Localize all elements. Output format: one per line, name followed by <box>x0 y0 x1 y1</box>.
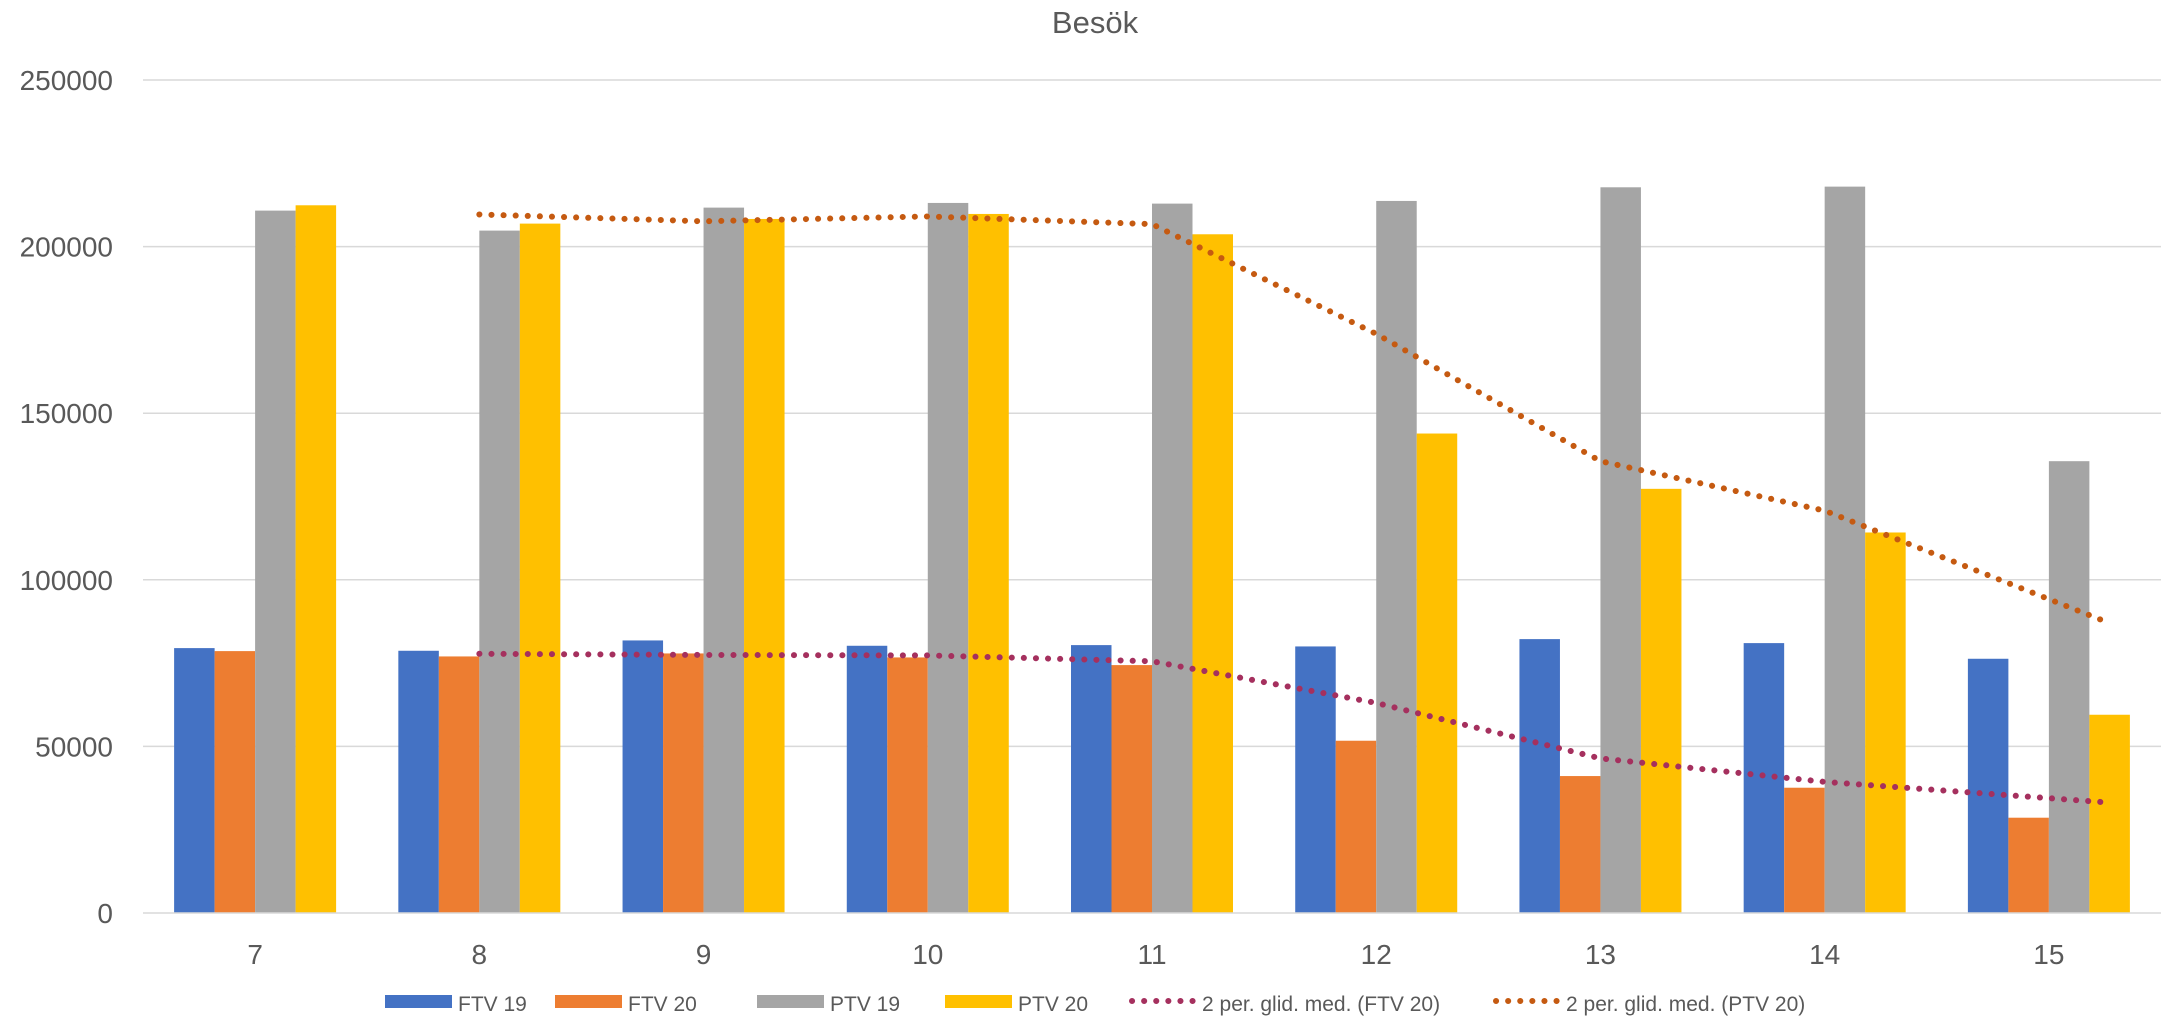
bar <box>255 210 296 914</box>
bar <box>2089 714 2130 913</box>
bar <box>1640 488 1682 913</box>
bar <box>214 651 256 913</box>
axes: 0 50000 100000 150000 200000 250000 7 8 9 10 11 12 1… <box>20 65 2161 970</box>
legend-item: 2 per. glid. med. (PTV 20) <box>1493 993 1805 1016</box>
bar <box>1111 665 1152 913</box>
legend-label: PTV 20 <box>1018 993 1088 1016</box>
bar <box>438 656 480 913</box>
trendline-1 <box>476 650 2114 806</box>
series-ptv-20 <box>295 205 2130 914</box>
bar <box>1416 433 1458 913</box>
legend-item: FTV 19 <box>385 993 527 1016</box>
series-ftv-19 <box>174 639 2009 913</box>
x-tick-label: 10 <box>912 939 943 970</box>
bar <box>968 213 1009 913</box>
x-tick-label: 9 <box>696 939 712 970</box>
bar <box>1600 187 1641 913</box>
bar <box>295 205 337 913</box>
bar <box>663 653 704 913</box>
x-tick-label: 7 <box>247 939 263 970</box>
bar <box>1192 234 1233 913</box>
x-tick-label: 12 <box>1361 939 1392 970</box>
y-tick-label: 150000 <box>20 398 113 429</box>
chart-title: Besök <box>1052 5 1139 40</box>
legend-label: PTV 19 <box>830 993 900 1016</box>
legend-swatch <box>555 995 622 1008</box>
x-tick-label: 15 <box>2033 939 2064 970</box>
bar <box>1519 639 1560 913</box>
x-tick-label: 11 <box>1137 939 1166 970</box>
legend-label: 2 per. glid. med. (FTV 20) <box>1202 993 1440 1016</box>
bar <box>1865 532 1906 913</box>
bar <box>1152 203 1193 914</box>
legend-label: FTV 20 <box>628 993 697 1016</box>
y-tick-label: 50000 <box>35 731 113 762</box>
bar <box>1295 646 1336 913</box>
y-tick-label: 0 <box>97 898 113 929</box>
bar <box>2048 461 2090 913</box>
bar <box>1071 645 1112 913</box>
bar <box>703 207 745 913</box>
bar <box>622 640 664 913</box>
legend-swatch <box>757 995 824 1008</box>
legend-label: 2 per. glid. med. (PTV 20) <box>1566 993 1805 1016</box>
bar <box>1967 658 2009 913</box>
bar <box>887 657 928 913</box>
x-tick-label: 14 <box>1809 939 1840 970</box>
legend-swatch <box>385 995 452 1008</box>
y-tick-label: 200000 <box>20 232 113 263</box>
legend-swatch <box>945 995 1012 1008</box>
trendlines <box>476 211 2114 806</box>
bar <box>927 202 969 913</box>
bar <box>846 645 888 913</box>
bar <box>1559 776 1601 913</box>
bar <box>398 650 439 913</box>
legend-item: PTV 19 <box>757 993 900 1016</box>
bar <box>1824 186 1866 913</box>
bar <box>519 223 561 914</box>
bar <box>744 218 785 913</box>
x-tick-label: 13 <box>1585 939 1616 970</box>
legend: FTV 19 FTV 20 PTV 19 PTV 20 2 per. glid. med… <box>385 993 1805 1016</box>
bar <box>174 648 215 913</box>
legend-item: 2 per. glid. med. (FTV 20) <box>1129 993 1440 1016</box>
bar <box>2008 817 2049 913</box>
legend-item: PTV 20 <box>945 993 1088 1016</box>
legend-label: FTV 19 <box>458 993 527 1016</box>
bar <box>479 230 520 914</box>
series-ftv-20 <box>214 651 2049 913</box>
bar <box>1784 787 1825 913</box>
series-ptv-19 <box>255 186 2090 914</box>
bar <box>1376 200 1417 913</box>
x-tick-label: 8 <box>472 939 488 970</box>
legend-item: FTV 20 <box>555 993 697 1016</box>
y-tick-label: 100000 <box>20 565 113 596</box>
trendline-2 <box>476 211 2114 627</box>
bars <box>174 186 2130 914</box>
bar <box>1335 740 1377 913</box>
y-tick-label: 250000 <box>20 65 113 96</box>
